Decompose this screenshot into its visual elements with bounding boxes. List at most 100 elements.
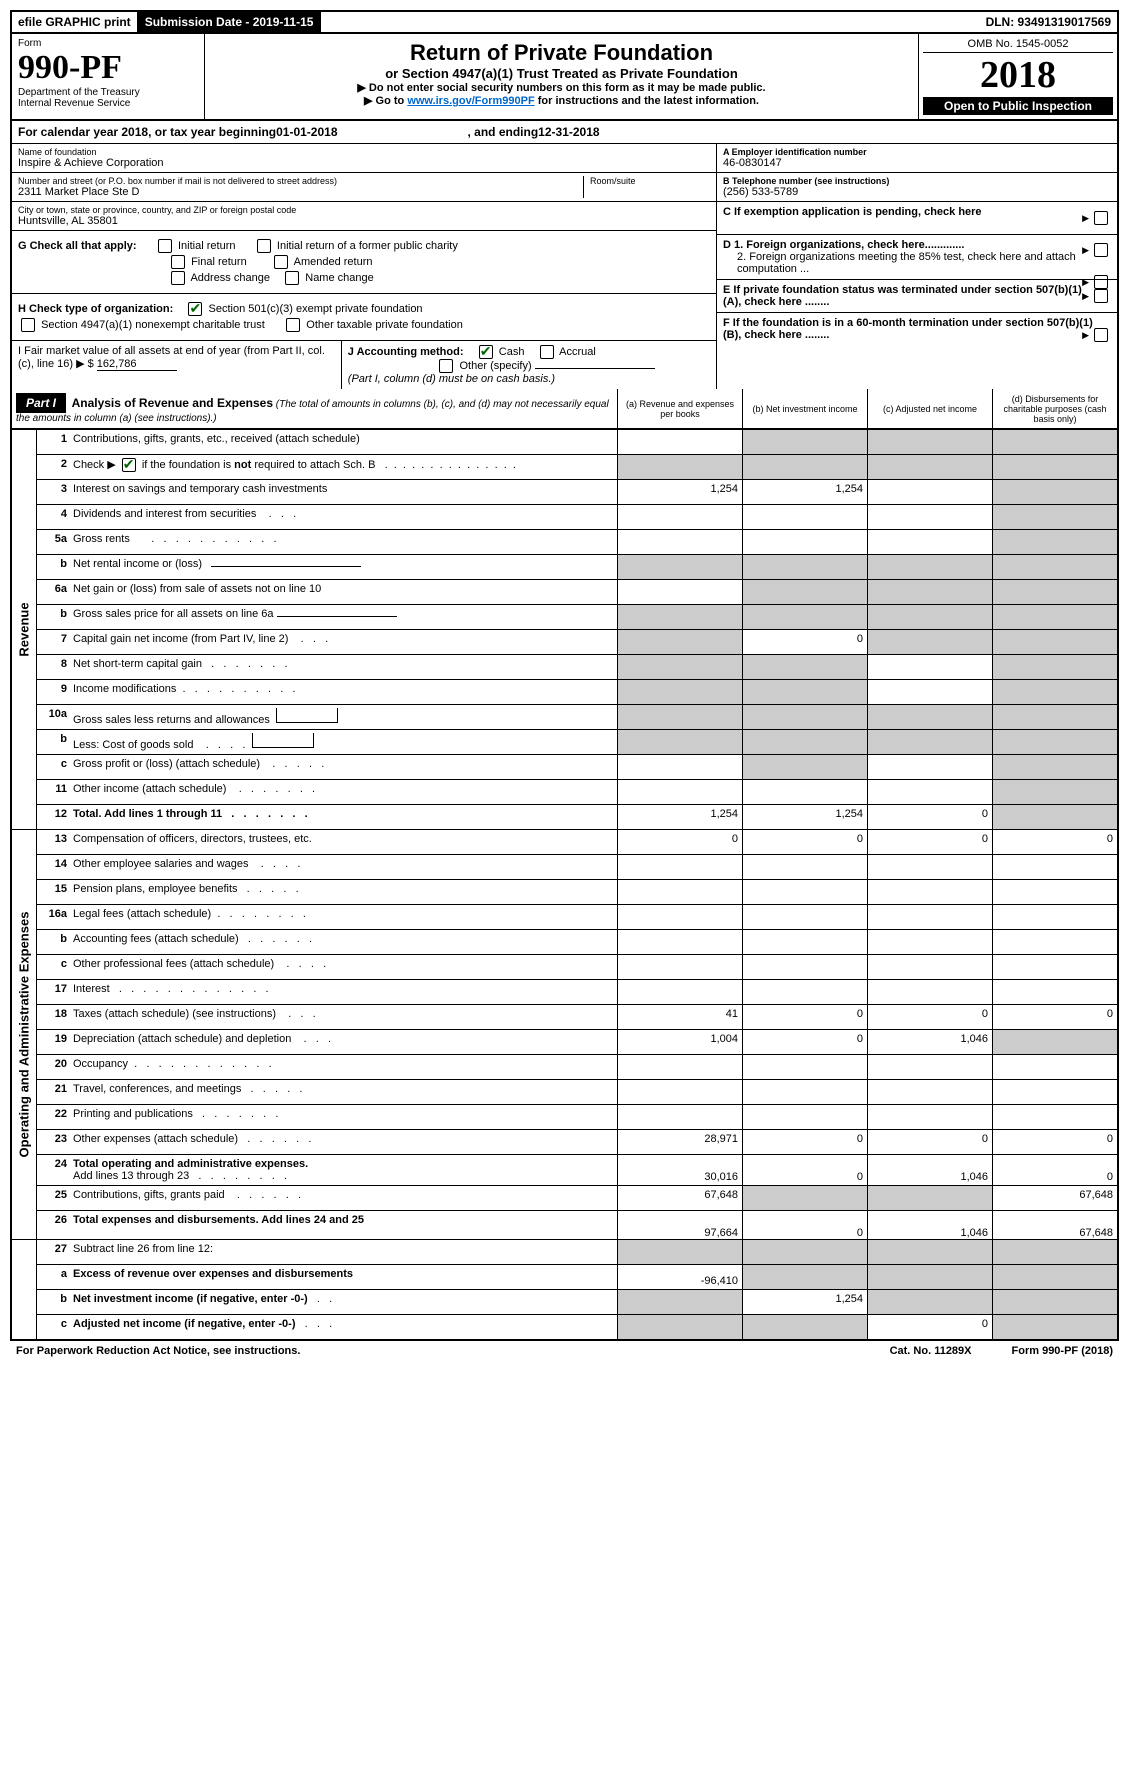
line-25: Contributions, gifts, grants paid . . . …: [73, 1186, 617, 1210]
addr-label: Number and street (or P.O. box number if…: [18, 176, 583, 186]
cal-end: 12-31-2018: [538, 125, 599, 139]
checkbox-final[interactable]: [171, 255, 185, 269]
header-center: Return of Private Foundation or Section …: [205, 34, 918, 119]
g-addrchange: Address change: [190, 272, 270, 284]
h-other: Other taxable private foundation: [306, 319, 463, 331]
a-label: A Employer identification number: [723, 147, 1111, 157]
city-label: City or town, state or province, country…: [18, 205, 710, 215]
l18-a: 41: [617, 1005, 742, 1029]
checkbox-schb[interactable]: [122, 458, 136, 472]
l7-b: 0: [742, 630, 867, 654]
revenue-label: Revenue: [17, 602, 32, 656]
calendar-year-row: For calendar year 2018, or tax year begi…: [12, 121, 1117, 144]
l24-b: 0: [742, 1155, 867, 1185]
line-11: Other income (attach schedule) . . . . .…: [73, 780, 617, 804]
line-24: Total operating and administrative expen…: [73, 1155, 617, 1185]
header-left: Form 990-PF Department of the Treasury I…: [12, 34, 205, 119]
l12-a: 1,254: [617, 805, 742, 829]
instr-1: ▶ Do not enter social security numbers o…: [211, 81, 912, 94]
l23-a: 28,971: [617, 1130, 742, 1154]
checkbox-e[interactable]: [1094, 289, 1108, 303]
footer-left: For Paperwork Reduction Act Notice, see …: [16, 1345, 300, 1357]
checkbox-501c3[interactable]: [188, 302, 202, 316]
irs-link[interactable]: www.irs.gov/Form990PF: [407, 95, 534, 107]
checkbox-initial-former[interactable]: [257, 239, 271, 253]
form-subtitle: or Section 4947(a)(1) Trust Treated as P…: [211, 66, 912, 81]
l13-b: 0: [742, 830, 867, 854]
g-amended: Amended return: [294, 256, 373, 268]
j-accrual: Accrual: [559, 346, 596, 358]
checkbox-address-change[interactable]: [171, 271, 185, 285]
l26-b: 0: [742, 1211, 867, 1239]
col-b-header: (b) Net investment income: [742, 389, 867, 428]
col-d-header: (d) Disbursements for charitable purpose…: [992, 389, 1117, 428]
phone-value: (256) 533-5789: [723, 186, 1111, 198]
l27a-a: -96,410: [617, 1265, 742, 1289]
line-7: Capital gain net income (from Part IV, l…: [73, 630, 617, 654]
line-3: Interest on savings and temporary cash i…: [73, 480, 617, 504]
ein-cell: A Employer identification number 46-0830…: [717, 144, 1117, 173]
checkbox-4947[interactable]: [21, 318, 35, 332]
j-other: Other (specify): [460, 360, 532, 372]
checkbox-accrual[interactable]: [540, 345, 554, 359]
line27-section: 27Subtract line 26 from line 12: aExcess…: [12, 1240, 1117, 1339]
foundation-name-cell: Name of foundation Inspire & Achieve Cor…: [12, 144, 716, 173]
form-word: Form: [18, 38, 41, 49]
l26-c: 1,046: [867, 1211, 992, 1239]
line-10b: Less: Cost of goods sold . . . .: [73, 730, 617, 754]
c-label: C If exemption application is pending, c…: [723, 206, 982, 218]
l19-b: 0: [742, 1030, 867, 1054]
line-13: Compensation of officers, directors, tru…: [73, 830, 617, 854]
checkbox-other-taxable[interactable]: [286, 318, 300, 332]
part1-title: Analysis of Revenue and Expenses: [72, 396, 273, 410]
checkbox-initial-return[interactable]: [158, 239, 172, 253]
l3-a: 1,254: [617, 480, 742, 504]
section-f: F If the foundation is in a 60-month ter…: [717, 313, 1117, 357]
info-grid: Name of foundation Inspire & Achieve Cor…: [12, 144, 1117, 389]
instr-2: ▶ Go to www.irs.gov/Form990PF for instru…: [211, 94, 912, 107]
line-8: Net short-term capital gain . . . . . . …: [73, 655, 617, 679]
checkbox-d1[interactable]: [1094, 243, 1108, 257]
revenue-section: Revenue 1Contributions, gifts, grants, e…: [12, 429, 1117, 829]
line-27b: Net investment income (if negative, ente…: [73, 1290, 617, 1314]
room-label: Room/suite: [590, 176, 710, 186]
g-label: G Check all that apply:: [18, 240, 137, 252]
cal-mid: , and ending: [468, 125, 539, 139]
checkbox-f[interactable]: [1094, 328, 1108, 342]
revenue-rotate: Revenue: [12, 430, 37, 829]
cal-begin: 01-01-2018: [276, 125, 337, 139]
line-18: Taxes (attach schedule) (see instruction…: [73, 1005, 617, 1029]
expenses-rotate: Operating and Administrative Expenses: [12, 830, 37, 1239]
form-number: 990-PF: [18, 49, 122, 86]
b-label: B Telephone number (see instructions): [723, 176, 1111, 186]
line-9: Income modifications . . . . . . . . . .: [73, 680, 617, 704]
l24-a: 30,016: [617, 1155, 742, 1185]
checkbox-amended[interactable]: [274, 255, 288, 269]
j-note: (Part I, column (d) must be on cash basi…: [348, 373, 555, 385]
form-title: Return of Private Foundation: [211, 40, 912, 66]
ein-value: 46-0830147: [723, 157, 1111, 169]
checkbox-other-method[interactable]: [439, 359, 453, 373]
name-label: Name of foundation: [18, 147, 710, 157]
part1-header-row: Part I Analysis of Revenue and Expenses …: [12, 389, 1117, 429]
line-20: Occupancy . . . . . . . . . . . .: [73, 1055, 617, 1079]
checkbox-cash[interactable]: [479, 345, 493, 359]
line-5b: Net rental income or (loss): [73, 555, 617, 579]
section-e: E If private foundation status was termi…: [717, 280, 1117, 313]
line-16b: Accounting fees (attach schedule) . . . …: [73, 930, 617, 954]
section-d: D 1. Foreign organizations, check here..…: [717, 235, 1117, 280]
g-former: Initial return of a former public charit…: [277, 240, 458, 252]
h-4947: Section 4947(a)(1) nonexempt charitable …: [41, 319, 265, 331]
line-4: Dividends and interest from securities .…: [73, 505, 617, 529]
checkbox-name-change[interactable]: [285, 271, 299, 285]
footer-center: Cat. No. 11289X: [890, 1345, 972, 1357]
line-6b: Gross sales price for all assets on line…: [73, 605, 617, 629]
l25-d: 67,648: [992, 1186, 1117, 1210]
l23-d: 0: [992, 1130, 1117, 1154]
checkbox-c[interactable]: [1094, 211, 1108, 225]
l19-c: 1,046: [867, 1030, 992, 1054]
d1-label: D 1. Foreign organizations, check here..…: [723, 239, 964, 251]
submission-date: Submission Date - 2019-11-15: [139, 12, 322, 32]
header-right: OMB No. 1545-0052 2018 Open to Public In…: [918, 34, 1117, 119]
dln-label: DLN: 93491319017569: [980, 12, 1117, 32]
